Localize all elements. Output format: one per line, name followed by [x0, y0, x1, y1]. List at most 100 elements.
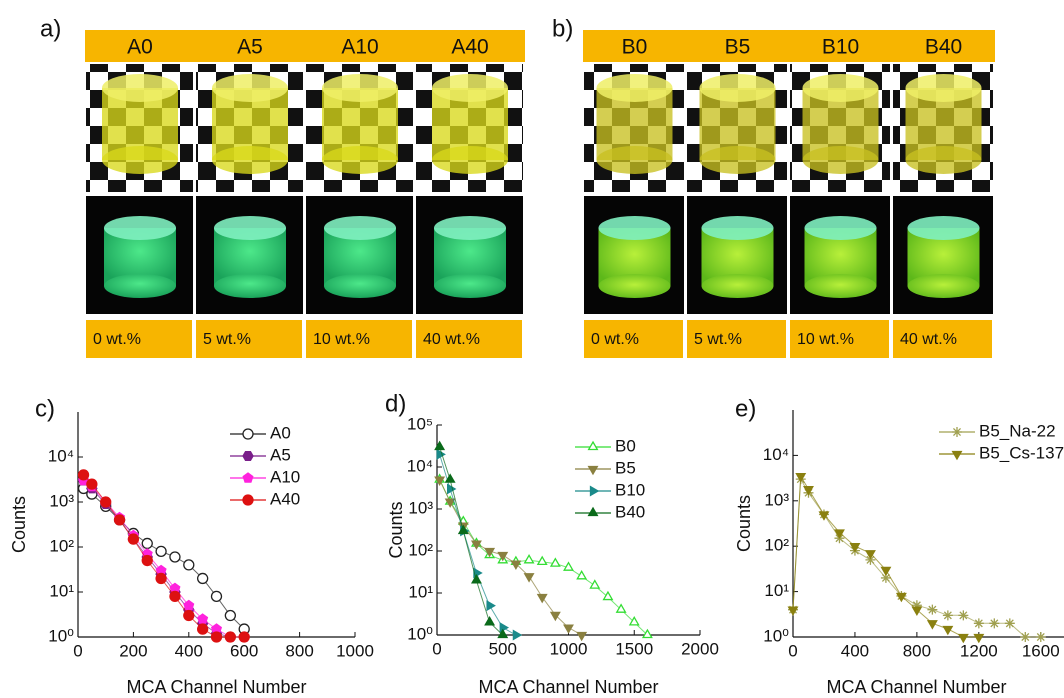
legend-label: B5 — [615, 458, 636, 477]
marker — [589, 467, 598, 475]
series-line — [440, 480, 582, 635]
marker — [617, 605, 626, 613]
content-label: 0 wt.% — [93, 331, 141, 348]
marker — [170, 552, 180, 562]
legend-label: B5_Na-22 — [979, 421, 1056, 440]
glow-top — [434, 216, 506, 240]
sample-name: B0 — [622, 36, 648, 59]
x-tick-label: 200 — [119, 641, 147, 660]
y-tick-label: 10⁰ — [407, 624, 433, 643]
marker — [156, 546, 166, 556]
marker — [243, 473, 253, 482]
x-tick-label: 1000 — [336, 641, 374, 660]
cylinder-top — [432, 74, 508, 102]
glow-bottom — [599, 274, 671, 298]
x-tick-label: 1600 — [1022, 641, 1060, 660]
cylinder-bottom — [322, 146, 398, 174]
marker — [604, 592, 613, 600]
marker — [796, 474, 805, 482]
content-label: 40 wt.% — [423, 331, 480, 348]
charts: c)MCA Channel NumberCounts02004006008001… — [9, 390, 1064, 696]
legend-label: B0 — [615, 436, 636, 455]
cylinder-top — [700, 74, 776, 102]
content-label: 10 wt.% — [797, 331, 854, 348]
legend-label: A40 — [270, 489, 300, 508]
legend-label: A0 — [270, 423, 291, 442]
marker — [156, 573, 166, 583]
glow-top — [702, 216, 774, 240]
content-label: 5 wt.% — [203, 331, 251, 348]
glow-top — [599, 216, 671, 240]
marker — [577, 571, 586, 579]
marker — [184, 560, 194, 570]
y-tick-label: 10⁵ — [407, 414, 433, 433]
glow-top — [324, 216, 396, 240]
marker — [525, 555, 534, 563]
marker — [487, 601, 495, 610]
y-tick-label: 10³ — [49, 491, 74, 510]
marker — [485, 617, 494, 625]
marker — [1005, 618, 1015, 628]
y-tick-label: 10¹ — [408, 582, 433, 601]
cylinder-bottom — [102, 146, 178, 174]
marker — [101, 497, 111, 507]
panel-label: d) — [385, 390, 406, 417]
sample-name: A0 — [127, 36, 153, 59]
panel-label: e) — [735, 395, 756, 422]
marker — [243, 452, 253, 461]
y-axis-title: Counts — [734, 495, 754, 552]
y-axis-title: Counts — [386, 501, 406, 558]
y-tick-label: 10³ — [764, 490, 789, 509]
marker — [953, 452, 962, 460]
marker — [913, 607, 922, 615]
marker — [589, 442, 598, 450]
marker — [239, 632, 249, 642]
panel-label: c) — [35, 395, 55, 422]
y-tick-label: 10² — [764, 536, 789, 555]
y-tick-label: 10¹ — [49, 581, 74, 600]
cylinder-top — [906, 74, 982, 102]
glow-bottom — [104, 274, 176, 298]
content-label: 10 wt.% — [313, 331, 370, 348]
sample-name: A10 — [341, 36, 378, 59]
glow-top — [908, 216, 980, 240]
marker — [212, 591, 222, 601]
marker — [538, 557, 547, 565]
sample-name: B40 — [925, 36, 962, 59]
marker — [1036, 632, 1046, 642]
marker — [243, 495, 253, 505]
marker — [551, 559, 560, 567]
y-tick-label: 10⁰ — [48, 626, 74, 645]
marker — [591, 487, 599, 496]
marker — [590, 581, 599, 589]
glow-bottom — [908, 274, 980, 298]
x-tick-label: 1200 — [960, 641, 998, 660]
marker — [87, 479, 97, 489]
y-tick-label: 10¹ — [764, 581, 789, 600]
marker — [927, 605, 937, 615]
x-axis-title: MCA Channel Number — [126, 677, 306, 697]
y-tick-label: 10³ — [408, 498, 433, 517]
x-tick-label: 800 — [285, 641, 313, 660]
glow-bottom — [324, 274, 396, 298]
marker — [198, 573, 208, 583]
marker — [142, 556, 152, 566]
marker — [630, 617, 639, 625]
y-axis-title: Counts — [9, 496, 29, 553]
y-tick-label: 10⁰ — [763, 626, 789, 645]
x-tick-label: 1000 — [550, 639, 588, 658]
marker — [243, 429, 253, 439]
figure: a) b) A00 wt.%A55 wt.%A1010 wt.%A4040 wt… — [0, 0, 1064, 698]
cylinder-bottom — [906, 146, 982, 174]
content-label: 40 wt.% — [900, 331, 957, 348]
cylinder-top — [212, 74, 288, 102]
cylinder-bottom — [597, 146, 673, 174]
marker — [974, 618, 984, 628]
x-tick-label: 800 — [903, 641, 931, 660]
marker — [184, 611, 194, 621]
marker — [115, 515, 125, 525]
glow-bottom — [702, 274, 774, 298]
cylinder-top — [803, 74, 879, 102]
marker — [142, 538, 152, 548]
